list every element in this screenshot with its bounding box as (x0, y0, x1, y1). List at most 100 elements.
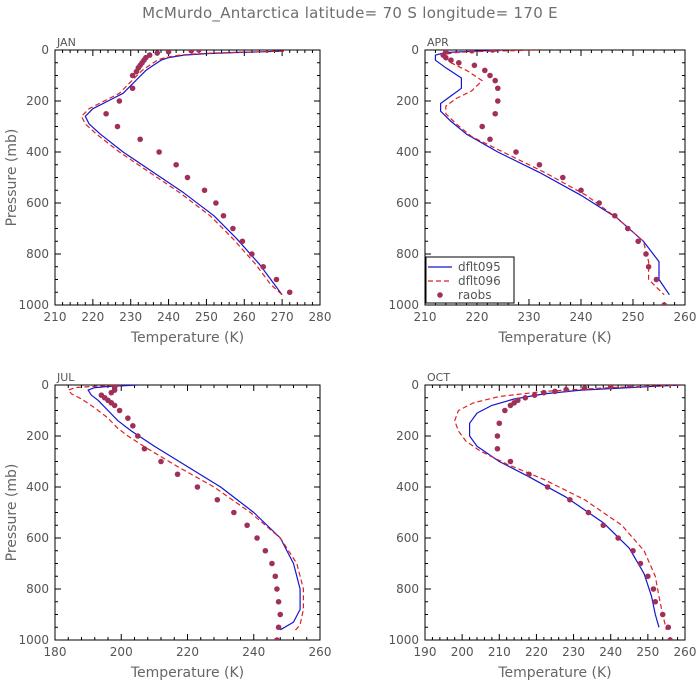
x-tick-label: 240 (570, 310, 593, 324)
raobs-point (522, 394, 529, 401)
raobs-point (645, 573, 651, 580)
raobs-point (108, 389, 115, 396)
raobs-point (130, 423, 136, 429)
y-tick-label: 800 (396, 582, 419, 596)
y-tick-label: 600 (396, 196, 419, 210)
raobs-point (133, 68, 140, 75)
x-tick-label: 200 (451, 645, 474, 659)
raobs-point (626, 385, 633, 388)
x-tick-label: 280 (309, 310, 332, 324)
raobs-point (625, 225, 631, 232)
plot-area (67, 385, 304, 640)
raobs-point (154, 50, 161, 56)
panel-label: JUL (56, 371, 75, 384)
raobs-point (249, 251, 255, 257)
figure-title: McMurdo_Antarctica latitude= 70 S longit… (142, 4, 558, 23)
x-tick-label: 260 (233, 310, 256, 324)
raobs-point (615, 535, 621, 541)
raobs-point (567, 496, 573, 503)
y-tick-label: 800 (26, 582, 49, 596)
y-tick-label: 0 (411, 378, 419, 392)
raobs-point (482, 67, 488, 74)
raobs-point (456, 59, 462, 66)
x-axis-label: Temperature (K) (497, 665, 611, 681)
raobs-point (129, 85, 136, 92)
raobs-point (165, 50, 172, 55)
raobs-point (544, 484, 551, 490)
raobs-point (194, 484, 201, 490)
raobs-point (231, 509, 237, 516)
raobs-point (272, 573, 279, 580)
raobs-point (443, 54, 449, 61)
x-tick-label: 220 (81, 310, 104, 324)
raobs-point (578, 187, 584, 194)
y-axis-label: Pressure (mb) (4, 464, 20, 562)
raobs-point (541, 389, 547, 396)
legend-raobs-marker (437, 292, 443, 298)
raobs-point (286, 289, 293, 296)
raobs-point (645, 263, 652, 270)
x-tick-label: 250 (636, 645, 659, 659)
x-tick-label: 230 (518, 310, 541, 324)
x-tick-label: 220 (466, 310, 489, 324)
x-tick-label: 210 (488, 645, 511, 659)
x-tick-label: 200 (110, 645, 133, 659)
x-tick-label: 220 (176, 645, 199, 659)
raobs-point (196, 50, 202, 53)
plot-frame (424, 384, 686, 641)
y-axis-label: Pressure (mb) (4, 129, 20, 227)
dflt095-line (469, 385, 682, 628)
raobs-point (536, 161, 543, 168)
raobs-point (201, 187, 208, 194)
y-tick-label: 0 (41, 378, 49, 392)
raobs-point (650, 586, 657, 592)
x-tick-label: 210 (44, 310, 67, 324)
y-tick-label: 1000 (18, 298, 49, 312)
raobs-point (600, 522, 607, 529)
x-tick-label: 180 (44, 645, 67, 659)
x-tick-label: 230 (119, 310, 142, 324)
raobs-point (448, 57, 454, 63)
raobs-point (275, 598, 282, 605)
raobs-point (103, 110, 109, 117)
x-tick-label: 260 (309, 645, 332, 659)
y-tick-label: 200 (396, 94, 419, 108)
plot-area (434, 50, 670, 305)
x-tick-label: 250 (195, 310, 218, 324)
raobs-point (273, 276, 280, 283)
raobs-point (653, 276, 660, 283)
raobs-point (507, 458, 514, 465)
legend-label: dflt095 (458, 260, 501, 274)
x-tick-label: 260 (674, 645, 697, 659)
y-tick-label: 600 (26, 196, 49, 210)
raobs-point (643, 251, 649, 257)
raobs-point (513, 149, 519, 155)
legend-label: raobs (458, 288, 492, 302)
raobs-point (552, 388, 558, 395)
y-tick-label: 400 (26, 480, 49, 494)
y-tick-label: 200 (396, 429, 419, 443)
x-tick-label: 240 (157, 310, 180, 324)
raobs-point (116, 98, 123, 104)
raobs-point (114, 123, 121, 130)
y-tick-label: 400 (396, 145, 419, 159)
x-tick-label: 220 (525, 645, 548, 659)
y-tick-label: 1000 (388, 633, 419, 647)
y-tick-label: 400 (26, 145, 49, 159)
raobs-point (269, 560, 275, 567)
raobs-point (275, 624, 282, 631)
raobs-point (213, 200, 219, 206)
raobs-point (260, 263, 267, 270)
raobs-point (652, 598, 659, 605)
y-tick-label: 0 (41, 43, 49, 57)
raobs-point (479, 123, 486, 130)
raobs-point (489, 50, 496, 53)
x-axis-label: Temperature (K) (497, 330, 611, 346)
raobs-point (158, 458, 164, 465)
raobs-point (230, 225, 236, 232)
raobs-point (239, 238, 246, 245)
y-tick-label: 1000 (18, 633, 49, 647)
dflt096-line (67, 385, 304, 633)
panel-jul: 180 200 220 240 260 0 200 400 600 800 1000 JUL Tempe… (4, 371, 331, 681)
